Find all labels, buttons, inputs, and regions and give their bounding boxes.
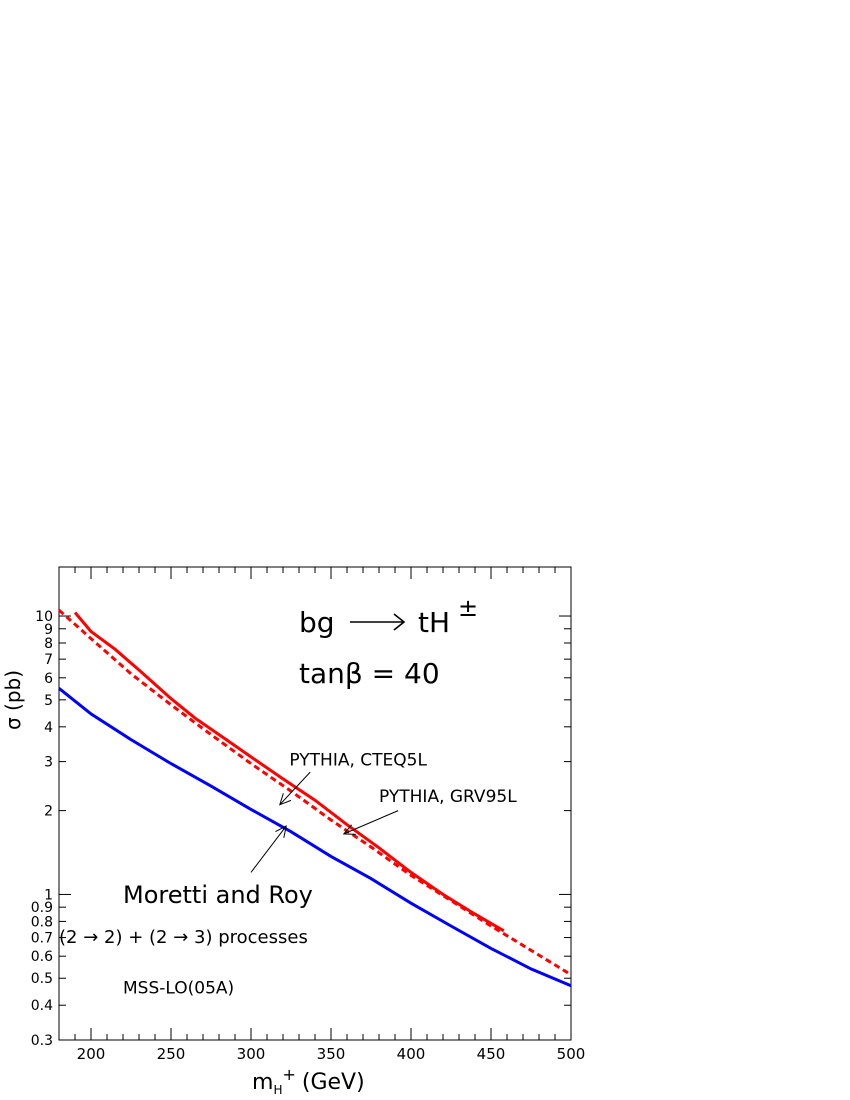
labels: 200 250 300 350 400 450 500 0.3 0.4 0.5 0.6 0.70.80… — [1, 594, 585, 1097]
process-rhs: tH — [418, 606, 450, 639]
x-axis-title: mH+ (GeV) — [252, 1065, 365, 1097]
annot-proc-label: (2 → 2) + (2 → 3) processes — [59, 927, 308, 948]
annot-pdf-label: MSS-LO(05A) — [123, 979, 234, 999]
series-line-pythia-grv95l — [58, 608, 572, 976]
arrow-annot-grv — [343, 810, 399, 835]
process-param: tanβ = 40 — [299, 657, 440, 690]
annot-grv-label: PYTHIA, GRV95L — [379, 787, 517, 807]
x-tick-label: 250 — [157, 1045, 186, 1063]
x-axis-title-main: m — [252, 1070, 273, 1095]
x-tick-label: 500 — [557, 1045, 586, 1063]
y-tick-label: 3 — [44, 755, 53, 771]
y-tick-label: 0.9 — [31, 900, 53, 916]
x-axis-title-sup: + — [282, 1065, 295, 1084]
process-arrowhead-icon — [393, 613, 406, 631]
y-tick-label: 2 — [44, 804, 53, 820]
arrowhead-annot-grv — [342, 824, 356, 835]
y-tick-label: 8 — [44, 636, 53, 652]
y-tick-label: 5 — [44, 693, 53, 709]
annot-cteq-label: PYTHIA, CTEQ5L — [289, 751, 427, 771]
x-tick-label: 450 — [477, 1045, 506, 1063]
series-lines — [58, 608, 572, 988]
x-tick-label: 400 — [397, 1045, 426, 1063]
y-axis-title: σ (pb) — [1, 670, 25, 730]
y-tick-label: 4 — [44, 720, 53, 736]
annot-mr-label: Moretti and Roy — [123, 881, 313, 909]
y-tick-label: 0.5 — [31, 971, 53, 987]
y-tick-label: 0.4 — [31, 998, 53, 1014]
arrow-annot-mr — [250, 825, 287, 873]
x-axis-title-unit: (GeV) — [302, 1070, 365, 1095]
y-tick-label: 1 — [44, 887, 53, 903]
y-tick-label: 0.6 — [31, 949, 53, 965]
x-tick-label: 300 — [237, 1045, 266, 1063]
x-tick-label: 200 — [77, 1045, 106, 1063]
y-tick-label: 6 — [44, 671, 53, 687]
y-tick-label: 0.3 — [31, 1033, 53, 1049]
process-rhs-sup: ± — [458, 594, 478, 622]
y-tick-label: 7 — [44, 652, 53, 668]
process-lhs: bg — [299, 606, 335, 639]
annotation-arrows — [250, 771, 399, 873]
arrow-annot-cteq — [279, 771, 311, 806]
arrowhead-annot-mr — [275, 825, 287, 838]
series-line-moretti-roy — [58, 687, 572, 988]
arrowhead-annot-cteq — [279, 793, 292, 806]
series-line-pythia-cteq5l — [73, 611, 505, 933]
y-tick-label: 10 — [35, 609, 53, 625]
y-tick-label: 9 — [44, 622, 53, 638]
axis-ticks — [58, 567, 572, 1041]
y-tick-label: 0.7 — [31, 931, 53, 947]
x-axis-title-sub: H — [273, 1083, 282, 1097]
y-tick-label: 0.8 — [31, 914, 53, 930]
x-tick-label: 350 — [317, 1045, 346, 1063]
